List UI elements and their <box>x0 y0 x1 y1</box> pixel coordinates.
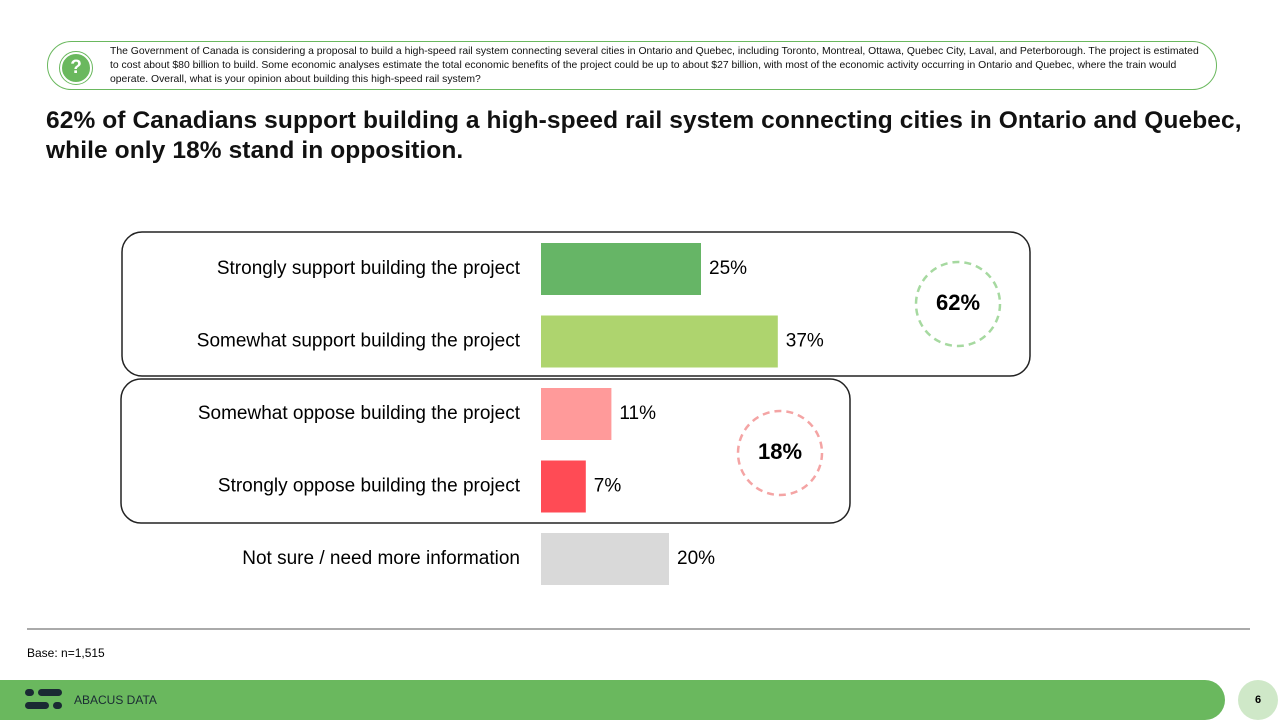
value-label: 7% <box>594 476 622 497</box>
question-text: The Government of Canada is considering … <box>110 46 1199 85</box>
bar <box>541 460 586 513</box>
group-total-label: 62% <box>936 290 980 315</box>
value-label: 25% <box>709 258 747 279</box>
footer-bar <box>0 680 1225 720</box>
group-total-ring <box>914 260 1002 348</box>
group-total-ring <box>736 409 824 497</box>
page-badge <box>1238 680 1278 720</box>
question-box: ? The Government of Canada is considerin… <box>47 41 1217 90</box>
value-label: 20% <box>677 548 715 569</box>
footer-brand: ABACUS DATA <box>74 693 157 707</box>
group-total-label: 18% <box>758 439 802 464</box>
group-frame <box>120 378 851 524</box>
category-label: Somewhat oppose building the project <box>198 403 521 424</box>
question-icon: ? <box>59 51 93 85</box>
bar <box>541 315 778 368</box>
category-label: Somewhat support building the project <box>197 331 521 352</box>
value-label: 11% <box>619 403 656 424</box>
value-label: 37% <box>786 331 824 352</box>
logo <box>25 689 62 709</box>
bar <box>541 533 669 585</box>
bar <box>541 388 612 440</box>
headline: 62% of Canadians support building a high… <box>46 107 1242 164</box>
category-label: Not sure / need more information <box>242 548 520 569</box>
category-label: Strongly oppose building the project <box>218 476 521 497</box>
page-number: 6 <box>1255 694 1261 706</box>
category-label: Strongly support building the project <box>217 258 521 279</box>
base-note: Base: n=1,515 <box>27 646 105 660</box>
group-frame <box>121 231 1031 377</box>
bar <box>541 243 701 295</box>
